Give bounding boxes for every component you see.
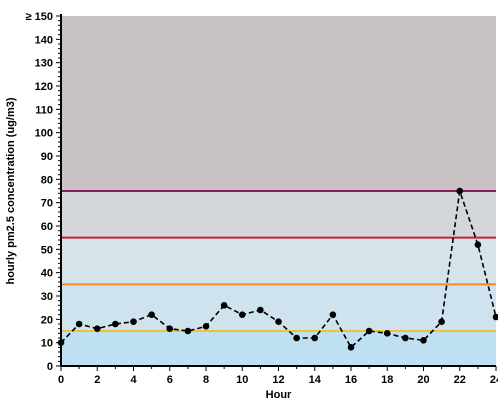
x-tick-label: 24 <box>490 374 498 386</box>
x-tick-label: 18 <box>381 374 393 386</box>
band-3 <box>61 191 496 238</box>
data-point <box>384 330 391 337</box>
data-point <box>58 339 65 346</box>
data-point <box>275 318 282 325</box>
data-point <box>438 318 445 325</box>
x-tick-label: 20 <box>417 374 429 386</box>
y-tick-label: 90 <box>41 151 53 163</box>
data-point <box>420 337 427 344</box>
y-tick-label: 40 <box>41 268 53 280</box>
y-tick-label: 30 <box>41 291 53 303</box>
data-point <box>257 307 264 314</box>
data-point <box>402 335 409 342</box>
data-point <box>112 321 119 328</box>
y-tick-label: 0 <box>47 361 53 373</box>
data-point <box>348 344 355 351</box>
data-point <box>148 311 155 318</box>
data-point <box>456 188 463 195</box>
y-tick-label: 10 <box>41 338 53 350</box>
x-tick-label: 8 <box>203 374 209 386</box>
y-tick-label: 50 <box>41 244 53 256</box>
x-tick-label: 22 <box>454 374 466 386</box>
y-tick-label: 130 <box>35 58 53 70</box>
data-point <box>239 311 246 318</box>
x-tick-label: 16 <box>345 374 357 386</box>
y-tick-label: 60 <box>41 221 53 233</box>
data-point <box>475 241 482 248</box>
y-tick-label: ≥ 150 <box>26 11 53 23</box>
x-tick-label: 10 <box>236 374 248 386</box>
data-point <box>293 335 300 342</box>
data-point <box>130 318 137 325</box>
y-tick-label: 110 <box>35 104 53 116</box>
y-tick-label: 140 <box>35 34 53 46</box>
data-point <box>203 323 210 330</box>
y-tick-label: 80 <box>41 174 53 186</box>
data-point <box>185 328 192 335</box>
band-4 <box>61 16 496 191</box>
data-point <box>76 321 83 328</box>
band-0 <box>61 331 496 366</box>
data-point <box>366 328 373 335</box>
y-tick-label: 20 <box>41 314 53 326</box>
data-point <box>221 302 228 309</box>
x-tick-label: 4 <box>130 374 137 386</box>
x-tick-label: 0 <box>58 374 64 386</box>
x-tick-label: 14 <box>309 374 322 386</box>
x-tick-label: 2 <box>94 374 100 386</box>
data-point <box>166 325 173 332</box>
y-tick-label: 120 <box>35 81 53 93</box>
x-tick-label: 6 <box>167 374 173 386</box>
data-point <box>330 311 337 318</box>
y-tick-label: 70 <box>41 198 53 210</box>
data-point <box>94 325 101 332</box>
y-axis-title: hourly pm2.5 concentration (ug/m3) <box>5 97 17 284</box>
band-2 <box>61 238 496 285</box>
data-point <box>311 335 318 342</box>
x-tick-label: 12 <box>272 374 284 386</box>
y-tick-label: 100 <box>35 128 53 140</box>
x-axis-title: Hour <box>266 389 292 400</box>
